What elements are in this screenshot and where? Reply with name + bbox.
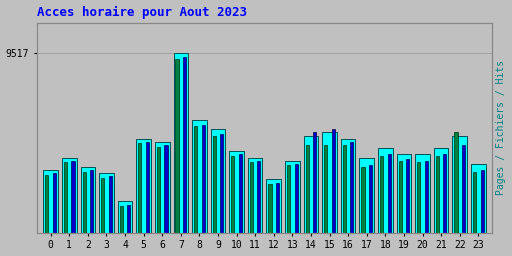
Bar — [425, 161, 428, 256]
Bar — [322, 132, 337, 256]
Bar — [388, 154, 391, 256]
Bar — [138, 143, 141, 256]
Bar — [239, 154, 242, 256]
Text: Acces horaire pour Aout 2023: Acces horaire pour Aout 2023 — [37, 6, 247, 19]
Bar — [212, 135, 216, 256]
Bar — [109, 176, 112, 256]
Bar — [285, 161, 300, 256]
Bar — [287, 165, 290, 256]
Bar — [136, 139, 151, 256]
Bar — [369, 165, 372, 256]
Bar — [443, 154, 446, 256]
Bar — [397, 154, 411, 256]
Y-axis label: Pages / Fichiers / Hits: Pages / Fichiers / Hits — [497, 60, 506, 195]
Bar — [71, 161, 75, 256]
Bar — [350, 142, 353, 256]
Bar — [313, 132, 316, 256]
Bar — [399, 161, 402, 256]
Bar — [118, 201, 132, 256]
Bar — [306, 145, 309, 256]
Bar — [332, 129, 335, 256]
Bar — [90, 170, 93, 256]
Bar — [99, 173, 114, 256]
Bar — [453, 135, 467, 256]
Bar — [415, 154, 430, 256]
Bar — [343, 145, 346, 256]
Bar — [473, 172, 476, 256]
Bar — [250, 162, 253, 256]
Bar — [44, 170, 58, 256]
Bar — [276, 183, 279, 256]
Bar — [359, 157, 374, 256]
Bar — [294, 164, 297, 256]
Bar — [62, 157, 76, 256]
Bar — [82, 172, 86, 256]
Bar — [417, 162, 420, 256]
Bar — [268, 184, 271, 256]
Bar — [266, 179, 281, 256]
Bar — [155, 142, 169, 256]
Bar — [192, 120, 207, 256]
Bar — [324, 145, 327, 256]
Bar — [120, 206, 123, 256]
Bar — [101, 178, 104, 256]
Bar — [481, 170, 484, 256]
Bar — [229, 151, 244, 256]
Bar — [164, 145, 167, 256]
Bar — [231, 156, 234, 256]
Bar — [64, 162, 67, 256]
Bar — [378, 148, 393, 256]
Bar — [127, 205, 131, 256]
Bar — [46, 175, 49, 256]
Bar — [183, 57, 186, 256]
Bar — [194, 126, 197, 256]
Bar — [341, 139, 355, 256]
Bar — [176, 59, 179, 256]
Bar — [157, 146, 160, 256]
Bar — [146, 142, 149, 256]
Bar — [361, 167, 365, 256]
Bar — [471, 164, 485, 256]
Bar — [211, 129, 225, 256]
Bar — [434, 148, 449, 256]
Bar — [174, 54, 188, 256]
Bar — [406, 159, 409, 256]
Bar — [258, 161, 261, 256]
Bar — [455, 132, 458, 256]
Bar — [304, 135, 318, 256]
Bar — [248, 157, 263, 256]
Bar — [436, 156, 439, 256]
Bar — [380, 156, 383, 256]
Bar — [53, 173, 56, 256]
Bar — [462, 145, 465, 256]
Bar — [80, 167, 95, 256]
Bar — [220, 134, 223, 256]
Bar — [202, 125, 205, 256]
